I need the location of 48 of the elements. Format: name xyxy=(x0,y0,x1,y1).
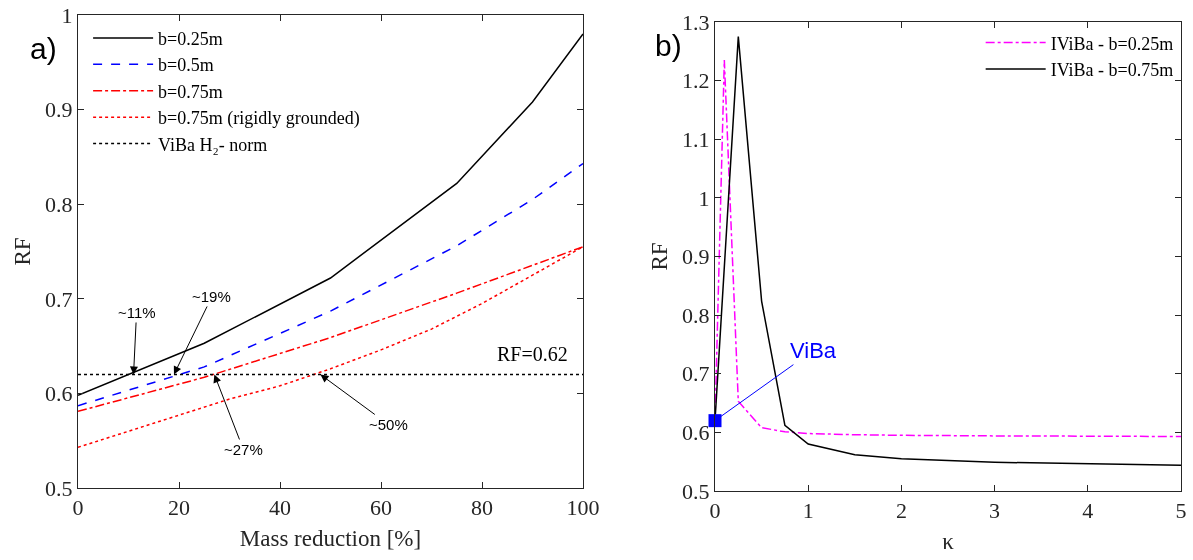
text: b) xyxy=(655,29,682,62)
legend-label: ViBa H₂- norm xyxy=(158,134,268,155)
annotation: ~19% xyxy=(192,288,231,305)
legend-label: b=0.25m xyxy=(158,28,223,49)
legend-label: b=0.75m (rigidly grounded) xyxy=(158,108,360,130)
x-tick-label: 3 xyxy=(989,498,1001,524)
y-axis-title: RF xyxy=(646,242,672,271)
y-tick-label: 1.3 xyxy=(682,9,710,35)
y-axis-title: RF xyxy=(9,237,35,266)
line-series xyxy=(78,33,583,397)
x-tick-label: 20 xyxy=(168,495,190,521)
y-tick-label: 1 xyxy=(61,2,73,28)
annotation: ~27% xyxy=(224,441,263,458)
x-tick-label: 0 xyxy=(72,495,84,521)
x-tick-label: 80 xyxy=(471,495,493,521)
y-tick-label: 1.1 xyxy=(682,126,710,152)
x-tick-label: 100 xyxy=(566,495,600,521)
legend-label: IViBa - b=0.25m xyxy=(1050,33,1174,54)
y-tick-label: 0.5 xyxy=(682,478,710,504)
x-tick-label: 4 xyxy=(1082,498,1094,524)
legend-label: b=0.75m xyxy=(158,81,223,102)
x-tick-label: 60 xyxy=(370,495,392,521)
x-tick-label: 1 xyxy=(802,498,814,524)
y-tick-label: 0.7 xyxy=(682,361,710,387)
x-axis-title: κ xyxy=(942,529,955,554)
line-series xyxy=(78,162,583,407)
y-tick-label: 0.5 xyxy=(45,475,73,501)
annotation: ~11% xyxy=(118,304,156,321)
y-tick-label: 0.8 xyxy=(682,302,710,328)
y-tick-label: 0.7 xyxy=(45,286,73,312)
x-tick-label: 5 xyxy=(1175,498,1187,524)
x-tick-label: 0 xyxy=(709,498,721,524)
y-tick-label: 0.8 xyxy=(45,191,73,217)
y-tick-label: 0.6 xyxy=(45,381,73,407)
legend-label: IViBa - b=0.75m xyxy=(1050,59,1174,80)
x-tick-label: 40 xyxy=(269,495,291,521)
y-tick-label: 0.6 xyxy=(682,420,710,446)
y-tick-label: 1 xyxy=(698,185,710,211)
x-tick-label: 2 xyxy=(895,498,907,524)
annotation: ~50% xyxy=(369,416,408,433)
y-tick-label: 1.2 xyxy=(682,68,710,94)
annotation: ViBa xyxy=(790,338,837,363)
x-axis-title: Mass reduction [%] xyxy=(239,526,422,551)
legend-label: b=0.5m xyxy=(158,55,214,76)
text: a) xyxy=(30,32,57,65)
y-tick-label: 0.9 xyxy=(682,244,710,270)
y-tick-label: 0.9 xyxy=(45,97,73,123)
annotation: RF=0.62 xyxy=(497,343,568,365)
